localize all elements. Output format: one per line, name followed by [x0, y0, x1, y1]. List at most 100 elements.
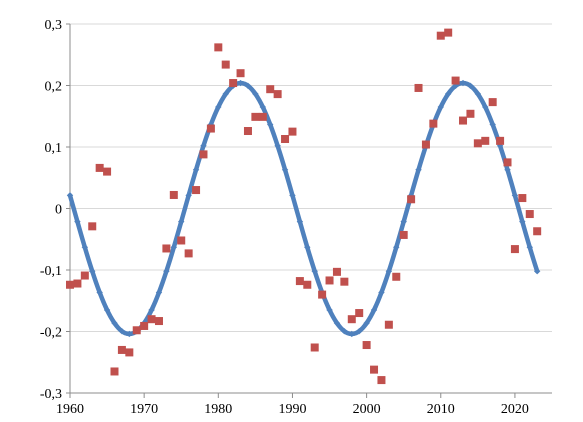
fit-line-marker	[170, 244, 178, 251]
scatter-point	[110, 367, 119, 376]
fit-line-marker	[289, 192, 296, 199]
scatter-point	[80, 271, 89, 280]
scatter-point	[384, 320, 393, 329]
scatter-point	[377, 376, 386, 385]
fit-line-marker	[304, 244, 311, 251]
fit-line-marker	[378, 289, 385, 296]
fit-line-marker	[341, 328, 348, 335]
x-tick-label: 2010	[427, 402, 455, 417]
x-tick-label: 1960	[56, 402, 84, 417]
point-layer	[66, 28, 542, 385]
fit-line-marker	[415, 166, 422, 173]
fit-line-marker	[259, 103, 266, 111]
scatter-point	[66, 280, 74, 289]
fit-line-marker	[200, 142, 207, 149]
fit-line-marker	[103, 306, 111, 314]
fit-line-marker	[237, 79, 244, 87]
scatter-point	[162, 244, 171, 253]
fit-line-marker	[393, 244, 400, 251]
scatter-point	[533, 227, 542, 236]
scatter-point	[132, 326, 141, 335]
scatter-point	[199, 150, 208, 159]
scatter-point	[273, 90, 282, 99]
scatter-point	[429, 119, 438, 128]
fit-line-marker	[511, 192, 519, 199]
fit-line-marker	[155, 289, 163, 296]
scatter-point	[347, 315, 356, 324]
scatter-point	[251, 112, 260, 121]
scatter-point	[236, 69, 245, 78]
fit-line-marker	[111, 319, 118, 327]
fit-line-marker	[348, 330, 355, 338]
scatter-point	[147, 315, 156, 324]
scatter-point	[414, 83, 423, 92]
scatter-point	[169, 190, 178, 199]
fit-line-marker	[400, 218, 407, 225]
scatter-point	[459, 116, 468, 125]
scatter-point	[518, 194, 527, 203]
fit-line-marker	[244, 82, 252, 89]
fit-line-marker	[74, 218, 81, 225]
fit-line-marker	[163, 268, 170, 275]
fit-line-marker	[385, 268, 393, 275]
x-tick-label: 2000	[353, 402, 381, 417]
fit-line-marker	[504, 166, 511, 173]
fit-line-marker	[519, 218, 526, 225]
fit-line-marker	[274, 142, 281, 149]
fit-line-marker	[482, 103, 489, 111]
fit-line-marker	[222, 90, 229, 98]
scatter-point	[355, 309, 364, 318]
scatter-point	[362, 341, 371, 350]
scatter-point	[125, 348, 134, 357]
fit-line-marker	[96, 289, 103, 296]
scatter-point	[206, 124, 215, 133]
scatter-point	[303, 280, 312, 289]
scatter-point	[436, 31, 445, 40]
fit-line-marker	[252, 90, 259, 98]
scatter-point	[525, 210, 534, 219]
scatter-point	[332, 267, 341, 276]
fit-line-marker	[533, 268, 541, 275]
scatter-point	[399, 230, 408, 239]
scatter-point	[444, 28, 453, 37]
scatter-point	[243, 127, 252, 136]
fit-line-marker	[185, 192, 192, 199]
scatter-point	[392, 272, 401, 281]
scatter-point	[103, 167, 112, 176]
fit-line-marker	[370, 306, 378, 314]
fit-line-marker	[118, 328, 126, 335]
y-tick-label: 0	[55, 203, 62, 218]
scatter-point	[503, 158, 512, 167]
scatter-point	[466, 109, 475, 118]
scatter-point	[154, 317, 163, 326]
fit-line-marker	[311, 268, 318, 275]
y-tick-label: 0,3	[45, 18, 63, 33]
fit-line-marker	[192, 166, 200, 173]
fit-line-marker	[296, 218, 304, 225]
fit-line-marker	[526, 244, 533, 251]
scatter-point	[88, 222, 97, 231]
scatter-point	[266, 85, 275, 94]
x-tick-label: 2020	[501, 402, 529, 417]
scatter-point	[288, 127, 297, 136]
x-tick-label: 1970	[130, 402, 158, 417]
scatter-point	[117, 345, 126, 354]
scatter-point	[258, 112, 267, 121]
fit-line-marker	[267, 121, 274, 128]
fit-line-marker	[363, 319, 370, 327]
axis-layer	[66, 23, 552, 398]
scatter-point	[481, 136, 490, 145]
fit-line-marker	[474, 90, 482, 98]
fit-line-marker	[66, 192, 74, 199]
scatter-point	[318, 290, 327, 299]
scatter-point	[229, 79, 238, 88]
fit-line-marker	[148, 306, 155, 314]
fit-line-marker	[126, 330, 133, 338]
scatter-point	[407, 195, 416, 204]
fit-line-marker	[444, 90, 452, 98]
fit-line-marker	[459, 79, 467, 87]
scatter-point	[95, 163, 104, 172]
